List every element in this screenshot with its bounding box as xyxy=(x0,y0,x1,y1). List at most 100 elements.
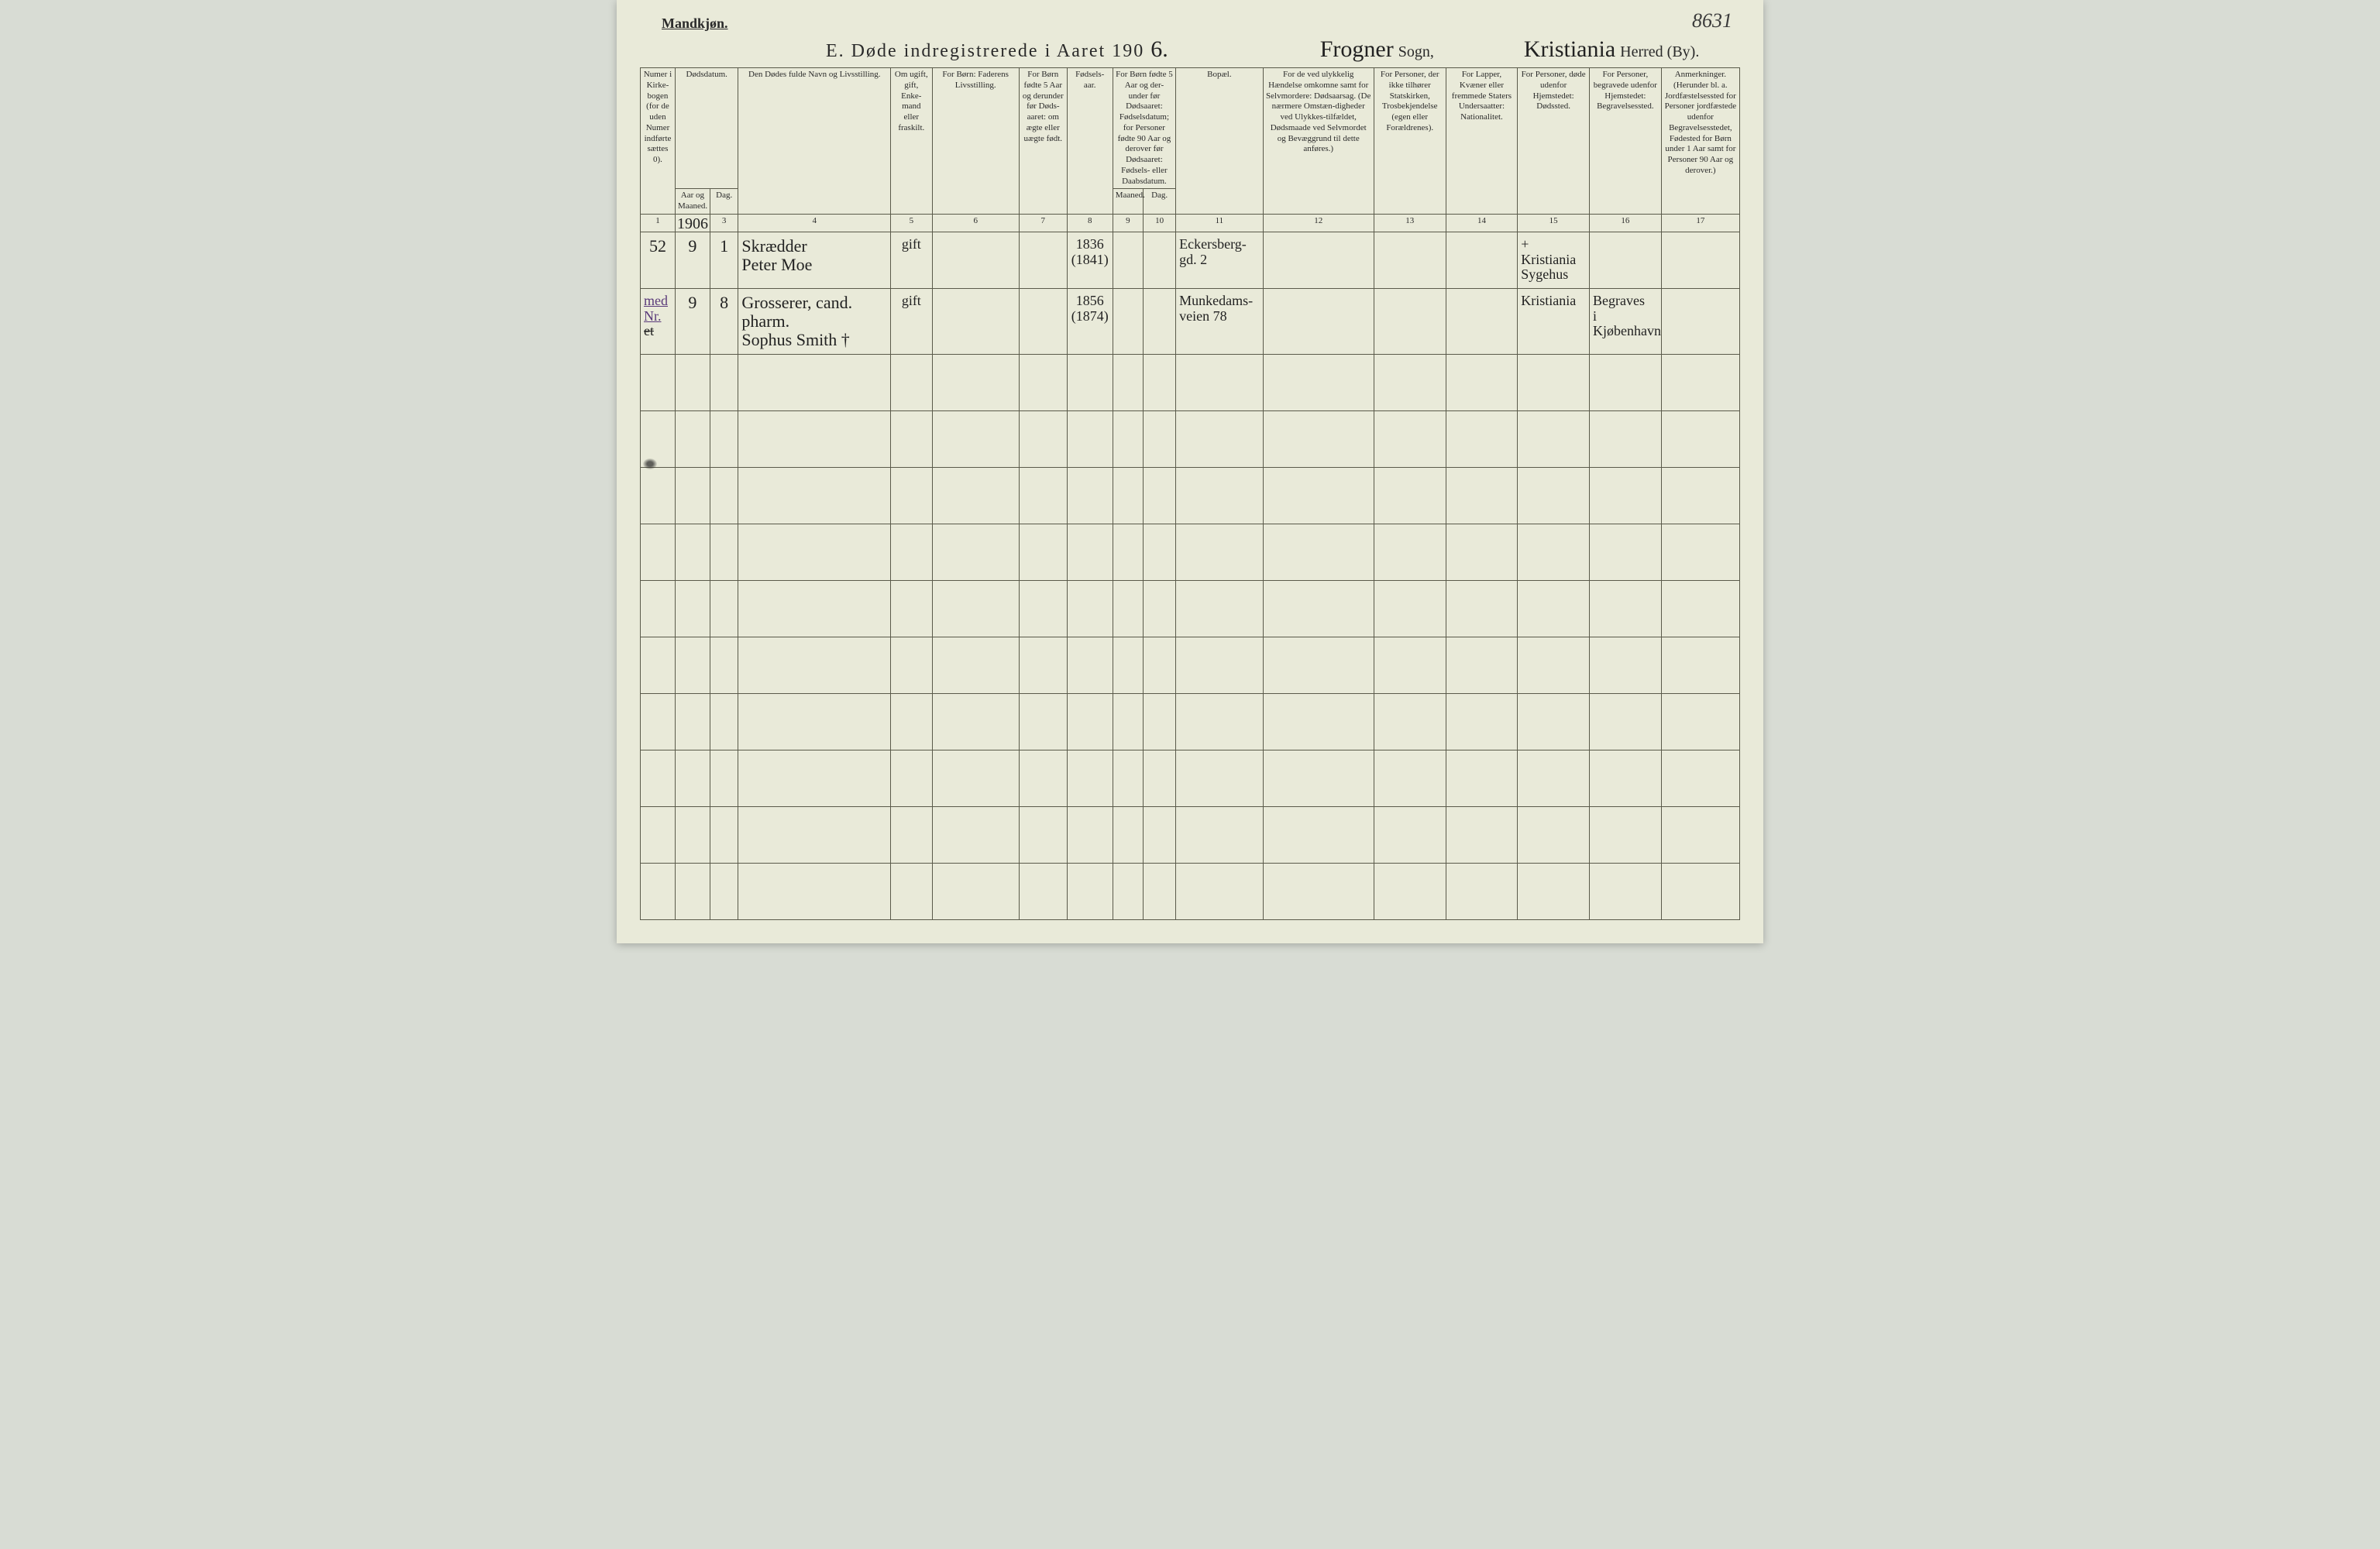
empty-cell xyxy=(1019,468,1067,524)
empty-cell xyxy=(710,524,738,581)
cell-residence: Munkedams-veien 78 xyxy=(1176,288,1263,355)
empty-cell xyxy=(641,581,676,637)
empty-cell xyxy=(1446,807,1518,864)
hdr-col5: Om ugift, gift, Enke-mand eller fraskilt… xyxy=(891,68,932,215)
table-row xyxy=(641,864,1740,920)
table-row: 52 1906 9 1 SkrædderPeter Moe gift 1836(… xyxy=(641,232,1740,288)
empty-cell xyxy=(1374,694,1446,750)
cell-num: 52 xyxy=(641,232,676,288)
table-row xyxy=(641,750,1740,807)
hdr-col4: Den Dødes fulde Navn og Livsstilling. xyxy=(738,68,891,215)
empty-cell xyxy=(1144,581,1176,637)
empty-cell xyxy=(710,411,738,468)
empty-cell xyxy=(1590,355,1662,411)
hdr-col3: Dag. xyxy=(710,189,738,215)
empty-cell xyxy=(1067,637,1113,694)
empty-cell xyxy=(738,468,891,524)
colnum: 8 xyxy=(1067,214,1113,232)
cell-father xyxy=(932,288,1019,355)
empty-cell xyxy=(1518,637,1590,694)
empty-cell xyxy=(1661,524,1739,581)
hdr-col13: For Personer, der ikke tilhører Statskir… xyxy=(1374,68,1446,215)
empty-cell xyxy=(1263,468,1374,524)
cell-birthyear: 1856(1874) xyxy=(1067,288,1113,355)
empty-cell xyxy=(675,637,710,694)
empty-cell xyxy=(1518,468,1590,524)
empty-cell xyxy=(891,864,932,920)
hdr-col9: Maaned. xyxy=(1113,189,1143,215)
empty-cell xyxy=(675,807,710,864)
empty-cell xyxy=(1590,581,1662,637)
colnum: 13 xyxy=(1374,214,1446,232)
empty-cell xyxy=(675,411,710,468)
empty-cell xyxy=(710,807,738,864)
empty-cell xyxy=(1590,637,1662,694)
empty-cell xyxy=(1590,411,1662,468)
empty-cell xyxy=(1144,807,1176,864)
empty-cell xyxy=(891,468,932,524)
empty-cell xyxy=(1518,581,1590,637)
empty-cell xyxy=(710,581,738,637)
gender-label: Mandkjøn. xyxy=(662,15,1740,32)
empty-cell xyxy=(675,468,710,524)
empty-cell xyxy=(1176,355,1263,411)
empty-cell xyxy=(1263,694,1374,750)
empty-cell xyxy=(1590,807,1662,864)
empty-cell xyxy=(1113,581,1143,637)
empty-cell xyxy=(1446,524,1518,581)
empty-cell xyxy=(1374,524,1446,581)
empty-cell xyxy=(1113,411,1143,468)
empty-cell xyxy=(710,355,738,411)
colnum: 6 xyxy=(932,214,1019,232)
herred-label: Herred (By). xyxy=(1620,43,1699,61)
empty-cell xyxy=(932,694,1019,750)
cell-remarks xyxy=(1661,232,1739,288)
empty-cell xyxy=(1263,355,1374,411)
empty-cell xyxy=(1019,411,1067,468)
empty-cell xyxy=(1590,750,1662,807)
empty-cell xyxy=(932,581,1019,637)
cell-bd xyxy=(1144,232,1176,288)
empty-cell xyxy=(932,411,1019,468)
empty-cell xyxy=(1263,864,1374,920)
empty-cell xyxy=(675,355,710,411)
cell-burialplace: Begravesi Kjøbenhavn xyxy=(1590,288,1662,355)
empty-cell xyxy=(675,864,710,920)
colnum: 5 xyxy=(891,214,932,232)
hdr-col2: Aar og Maaned. xyxy=(675,189,710,215)
empty-cell xyxy=(1263,807,1374,864)
hdr-col6: For Børn: Faderens Livsstilling. xyxy=(932,68,1019,215)
table-body: 52 1906 9 1 SkrædderPeter Moe gift 1836(… xyxy=(641,232,1740,355)
hdr-col9-10-top: For Børn fødte 5 Aar og der-under før Dø… xyxy=(1113,68,1175,189)
empty-cell xyxy=(1661,864,1739,920)
sogn-hand: Frogner xyxy=(1320,36,1394,63)
empty-cell xyxy=(738,411,891,468)
empty-cell xyxy=(1518,694,1590,750)
empty-cell xyxy=(1113,468,1143,524)
empty-cell xyxy=(1019,524,1067,581)
empty-cell xyxy=(1590,468,1662,524)
ledger-page: 8631 Mandkjøn. E. Døde indregistrerede i… xyxy=(617,0,1763,943)
empty-cell xyxy=(1113,355,1143,411)
title-year-hand: 6. xyxy=(1150,36,1168,63)
empty-cell xyxy=(738,355,891,411)
empty-cell xyxy=(1518,355,1590,411)
empty-cell xyxy=(1263,637,1374,694)
empty-cell xyxy=(738,581,891,637)
cell-day: 8 xyxy=(710,288,738,355)
empty-cell xyxy=(1019,864,1067,920)
empty-cell xyxy=(932,524,1019,581)
table-row xyxy=(641,468,1740,524)
empty-cell xyxy=(1661,637,1739,694)
empty-cell xyxy=(1176,468,1263,524)
cell-burialplace xyxy=(1590,232,1662,288)
empty-cell xyxy=(1590,694,1662,750)
empty-cell xyxy=(1661,581,1739,637)
cell-bm xyxy=(1113,232,1143,288)
empty-cell xyxy=(891,581,932,637)
empty-cell xyxy=(932,637,1019,694)
hdr-date-group: Dødsdatum. xyxy=(675,68,738,189)
empty-cell xyxy=(738,524,891,581)
colnum: 9 xyxy=(1113,214,1143,232)
empty-cell xyxy=(1144,468,1176,524)
